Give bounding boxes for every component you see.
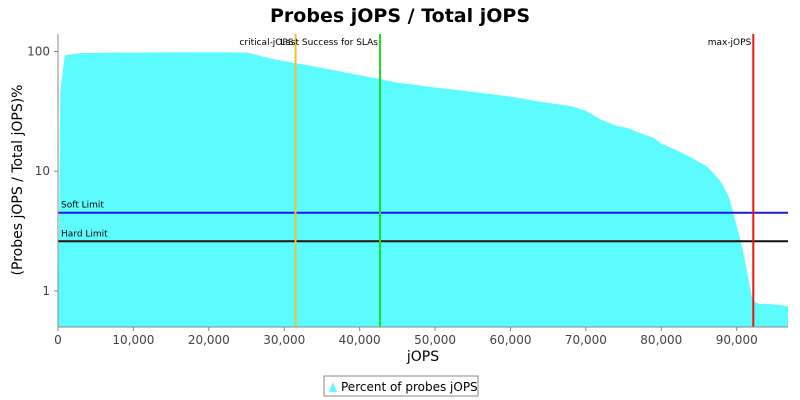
y-ticks: 1 10 100 [27, 44, 58, 298]
y-tick-label: 100 [27, 44, 50, 58]
legend-box [323, 375, 479, 397]
legend-symbol-icon [329, 382, 337, 392]
horizontal-marker-label: Hard Limit [61, 229, 108, 239]
area-series [58, 52, 788, 328]
x-tick-label: 40,000 [339, 333, 381, 347]
x-axis-title: jOPS [406, 349, 439, 365]
horizontal-marker-label: Soft Limit [61, 201, 104, 211]
x-tick-label: 70,000 [565, 333, 607, 347]
legend: Percent of probes jOPS [323, 375, 479, 397]
x-tick-label: 20,000 [188, 333, 230, 347]
y-tick-label: 10 [35, 164, 50, 178]
horizontal-markers: Soft Limit Hard Limit [58, 201, 788, 243]
x-tick-label: 50,000 [414, 333, 456, 347]
x-tick-label: 10,000 [112, 333, 154, 347]
x-tick-label: 80,000 [640, 333, 682, 347]
vertical-marker-label: critical-jOPS [239, 38, 293, 48]
chart-title: Probes jOPS / Total jOPS [270, 5, 530, 27]
y-axis-title: (Probes jOPS / Total jOPS)% [10, 85, 26, 276]
x-ticks: 0 10,000 20,000 30,000 40,000 50,000 60,000 70,… [54, 327, 758, 347]
vertical-marker-label: Last Success for SLAs [280, 38, 378, 48]
x-tick-label: 60,000 [489, 333, 531, 347]
x-tick-label: 0 [54, 333, 62, 347]
y-tick-label: 1 [42, 284, 50, 298]
x-tick-label: 30,000 [263, 333, 305, 347]
x-tick-label: 90,000 [716, 333, 758, 347]
vertical-marker-label: max-jOPS [708, 38, 752, 48]
legend-label: Percent of probes jOPS [341, 380, 478, 394]
area-layer [58, 52, 788, 328]
